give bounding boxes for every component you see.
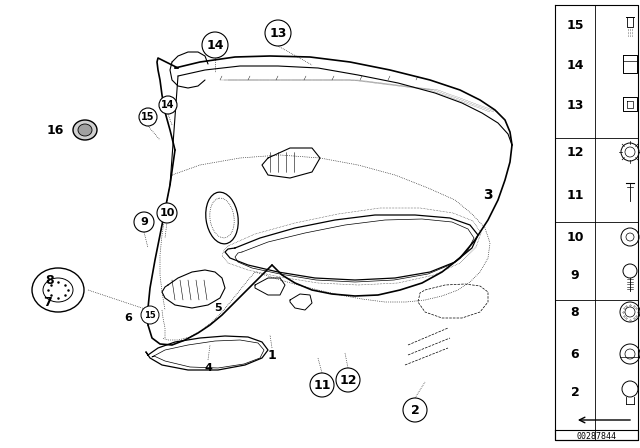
Text: 13: 13 bbox=[269, 26, 287, 39]
Text: 14: 14 bbox=[161, 100, 175, 110]
Text: 8: 8 bbox=[45, 273, 54, 287]
Text: 13: 13 bbox=[566, 99, 584, 112]
Text: 9: 9 bbox=[140, 217, 148, 227]
Text: 6: 6 bbox=[571, 348, 579, 361]
Text: 7: 7 bbox=[44, 296, 52, 309]
Text: 5: 5 bbox=[214, 303, 222, 313]
Circle shape bbox=[403, 398, 427, 422]
Text: 3: 3 bbox=[483, 188, 493, 202]
Text: 12: 12 bbox=[339, 374, 356, 387]
Ellipse shape bbox=[78, 124, 92, 136]
Circle shape bbox=[139, 108, 157, 126]
Text: 14: 14 bbox=[206, 39, 224, 52]
Text: 15: 15 bbox=[566, 18, 584, 31]
Text: 00287844: 00287844 bbox=[577, 431, 616, 440]
Text: 15: 15 bbox=[141, 112, 155, 122]
Text: 9: 9 bbox=[571, 268, 579, 281]
Text: 11: 11 bbox=[566, 189, 584, 202]
Text: 6: 6 bbox=[124, 313, 132, 323]
Text: 4: 4 bbox=[204, 363, 212, 373]
Circle shape bbox=[265, 20, 291, 46]
Circle shape bbox=[336, 368, 360, 392]
Text: 8: 8 bbox=[571, 306, 579, 319]
Circle shape bbox=[157, 203, 177, 223]
Text: 10: 10 bbox=[566, 231, 584, 244]
Ellipse shape bbox=[73, 120, 97, 140]
Text: 16: 16 bbox=[46, 124, 64, 137]
Ellipse shape bbox=[32, 268, 84, 312]
Text: 15: 15 bbox=[144, 310, 156, 319]
Circle shape bbox=[141, 306, 159, 324]
Text: 11: 11 bbox=[313, 379, 331, 392]
Text: 1: 1 bbox=[268, 349, 276, 362]
Circle shape bbox=[159, 96, 177, 114]
Circle shape bbox=[202, 32, 228, 58]
Ellipse shape bbox=[43, 278, 73, 302]
Text: 2: 2 bbox=[411, 404, 419, 417]
Text: 12: 12 bbox=[566, 146, 584, 159]
Circle shape bbox=[134, 212, 154, 232]
Text: 2: 2 bbox=[571, 385, 579, 399]
Text: 10: 10 bbox=[159, 208, 175, 218]
Circle shape bbox=[310, 373, 334, 397]
Text: 14: 14 bbox=[566, 59, 584, 72]
